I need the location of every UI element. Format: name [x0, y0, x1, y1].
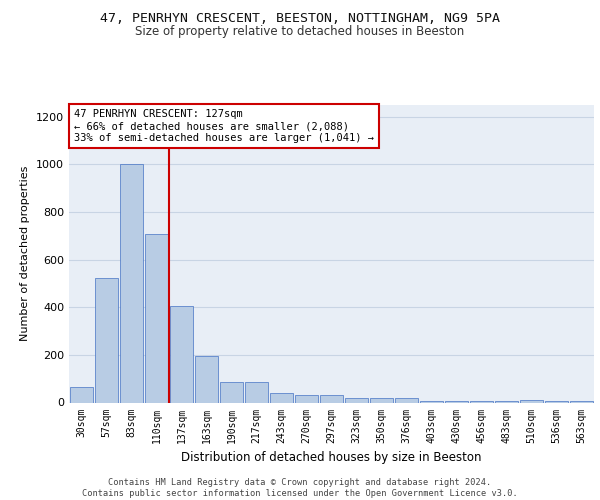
Text: 47 PENRHYN CRESCENT: 127sqm
← 66% of detached houses are smaller (2,088)
33% of : 47 PENRHYN CRESCENT: 127sqm ← 66% of det…: [74, 110, 374, 142]
Bar: [119, 164, 143, 402]
Text: Contains HM Land Registry data © Crown copyright and database right 2024.
Contai: Contains HM Land Registry data © Crown c…: [82, 478, 518, 498]
Bar: [145, 234, 169, 402]
Bar: [269, 393, 293, 402]
Text: Size of property relative to detached houses in Beeston: Size of property relative to detached ho…: [136, 25, 464, 38]
Bar: [320, 395, 343, 402]
Bar: [95, 278, 118, 402]
Y-axis label: Number of detached properties: Number of detached properties: [20, 166, 31, 342]
X-axis label: Distribution of detached houses by size in Beeston: Distribution of detached houses by size …: [181, 451, 482, 464]
Text: 47, PENRHYN CRESCENT, BEESTON, NOTTINGHAM, NG9 5PA: 47, PENRHYN CRESCENT, BEESTON, NOTTINGHA…: [100, 12, 500, 26]
Bar: [395, 398, 418, 402]
Bar: [344, 398, 368, 402]
Bar: [370, 398, 394, 402]
Bar: [194, 356, 218, 403]
Bar: [520, 400, 544, 402]
Bar: [295, 395, 319, 402]
Bar: [245, 382, 268, 402]
Bar: [70, 387, 94, 402]
Bar: [220, 382, 244, 402]
Bar: [170, 306, 193, 402]
